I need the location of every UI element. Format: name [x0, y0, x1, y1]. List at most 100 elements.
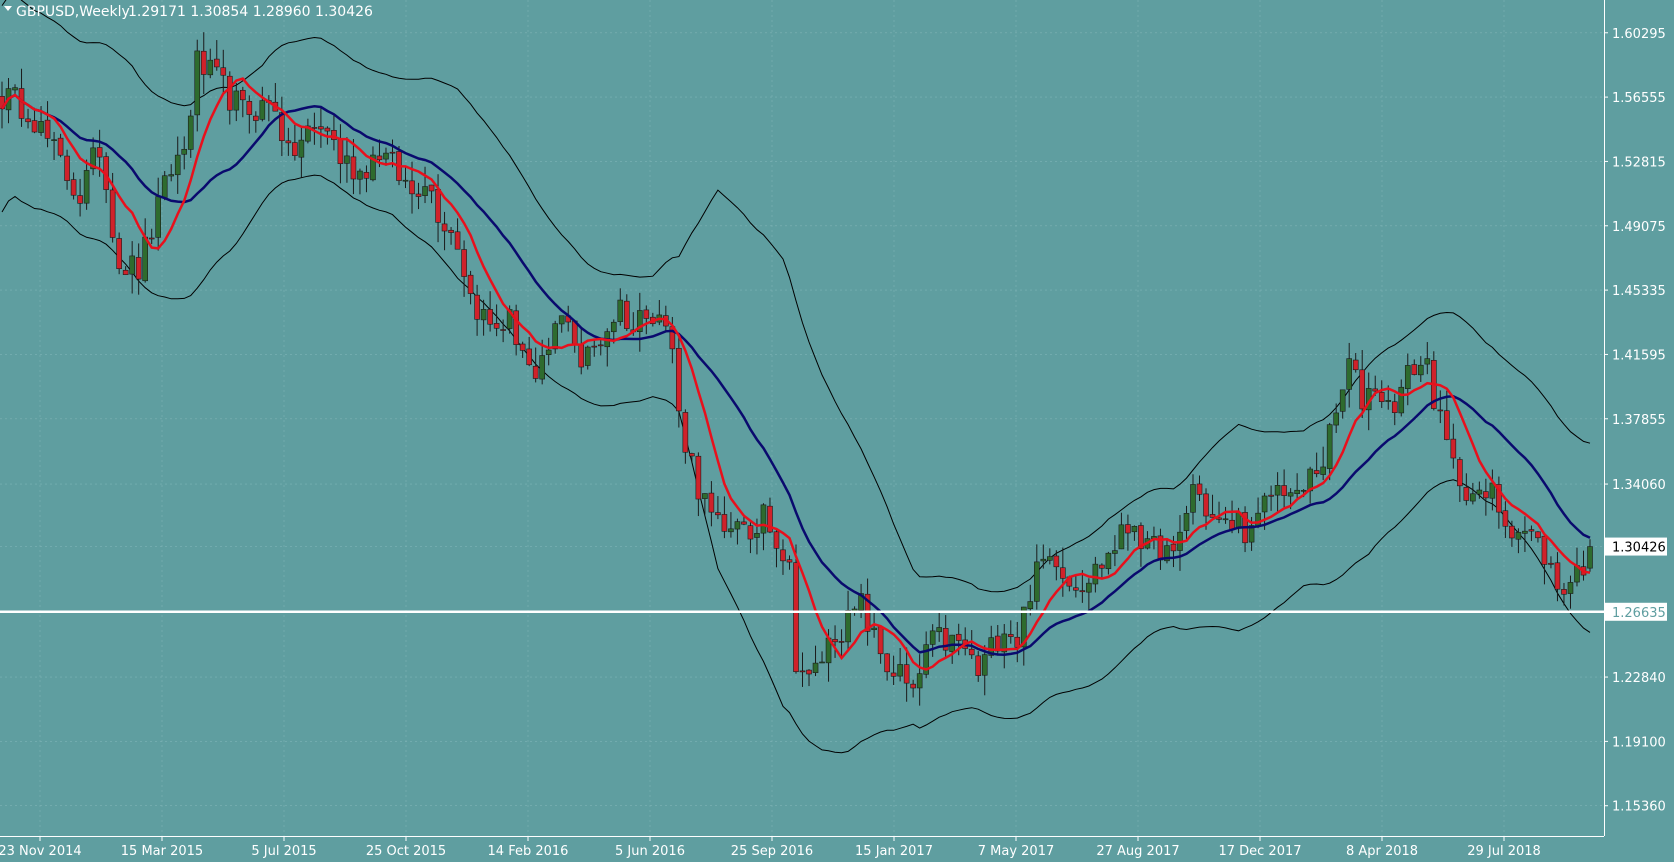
candle-body [689, 453, 695, 457]
triangle-down-icon[interactable] [4, 6, 12, 11]
candle-body [1411, 364, 1418, 375]
candle-body [174, 154, 181, 176]
candle-body [1313, 470, 1320, 475]
candle-body [493, 323, 500, 329]
candle-body [1222, 518, 1229, 521]
candle-body [754, 533, 760, 538]
candle-body [975, 655, 982, 676]
candle-body [942, 628, 949, 651]
candle-body [1483, 491, 1489, 499]
candle-body [715, 512, 721, 516]
time-tick-label: 25 Sep 2016 [731, 844, 813, 859]
candle-body [337, 138, 344, 164]
candle-body [1040, 558, 1047, 562]
candle-body [519, 343, 526, 351]
candle-body [884, 653, 890, 673]
candle-body [643, 309, 650, 319]
candle-body [916, 673, 923, 689]
time-tick-label: 25 Oct 2015 [366, 844, 446, 859]
candle-body [1118, 524, 1125, 550]
candle-body [448, 229, 454, 233]
candle-body [1053, 555, 1060, 568]
candle-body [734, 521, 741, 530]
candle-body [187, 115, 194, 150]
candle-body [311, 127, 318, 129]
candle-body [793, 562, 799, 672]
price-tick-label: 1.15360 [1612, 800, 1666, 815]
candle-body [988, 637, 995, 656]
time-tick-label: 15 Mar 2015 [121, 844, 203, 859]
symbol-label: GBPUSD,Weekly [16, 4, 130, 20]
candle-body [240, 89, 246, 101]
candle-body [1470, 493, 1476, 502]
candle-body [357, 170, 363, 180]
candle-body [474, 294, 480, 320]
candle-body [148, 237, 155, 240]
candle-body [968, 648, 975, 656]
candle-body [819, 661, 825, 664]
candle-body [1417, 364, 1424, 376]
candle-body [1047, 556, 1053, 561]
candle-body [1522, 530, 1528, 534]
fast-moving-average-line [0, 77, 1591, 671]
candle-body [226, 75, 233, 111]
price-tick-label: 1.22840 [1612, 671, 1666, 686]
candle-body [1444, 410, 1450, 440]
candle-body [116, 238, 122, 270]
candle-body [246, 101, 253, 115]
time-tick-label: 23 Nov 2014 [0, 844, 82, 859]
candle-body [584, 346, 591, 366]
candle-body [1502, 510, 1509, 527]
candle-body [578, 344, 585, 368]
candle-body [1099, 564, 1105, 569]
candle-body [51, 139, 57, 141]
candle-body [1027, 601, 1034, 610]
candle-body [1105, 552, 1112, 570]
candle-body [370, 154, 376, 181]
candle-body [415, 193, 422, 197]
candle-body [422, 186, 428, 196]
candle-body [1001, 633, 1008, 653]
candle-body [845, 610, 851, 643]
candle-body [728, 528, 734, 533]
candle-body [122, 269, 129, 275]
candle-body [526, 348, 532, 366]
candle-body [70, 179, 77, 196]
candle-body [324, 127, 331, 132]
candle-body [773, 531, 780, 549]
candle-body [285, 140, 292, 144]
lower-band [1, 174, 1591, 754]
candle-body [31, 120, 38, 133]
candle-body [1424, 358, 1431, 365]
candle-body [64, 155, 70, 181]
candle-body [96, 147, 103, 158]
candle-body [402, 179, 409, 182]
candle-body [1131, 526, 1138, 533]
candle-body [832, 639, 838, 643]
candle-body [623, 300, 630, 329]
candle-body [233, 90, 240, 111]
price-tick-label: 1.45335 [1612, 284, 1666, 299]
candle-body [1079, 590, 1086, 593]
candle-body [1209, 514, 1216, 518]
time-tick-label: 5 Jul 2015 [251, 844, 316, 859]
candle-body [910, 683, 916, 689]
time-tick-label: 17 Dec 2017 [1218, 844, 1301, 859]
candle-body [1170, 543, 1177, 552]
candle-body [1496, 484, 1502, 513]
candle-body [1404, 365, 1411, 389]
candle-body [747, 525, 754, 540]
candle-body [109, 189, 116, 238]
candle-body [1300, 490, 1307, 492]
candle-body [994, 635, 1001, 652]
candle-body [1274, 485, 1281, 496]
candle-body [1320, 466, 1326, 475]
candle-body [1060, 567, 1066, 579]
price-tick-label: 1.52815 [1612, 155, 1666, 170]
candle-body [760, 504, 767, 534]
candle-body [161, 175, 168, 199]
candle-body [1528, 529, 1535, 532]
candle-body [168, 174, 175, 177]
time-tick-label: 27 Aug 2017 [1096, 844, 1179, 859]
